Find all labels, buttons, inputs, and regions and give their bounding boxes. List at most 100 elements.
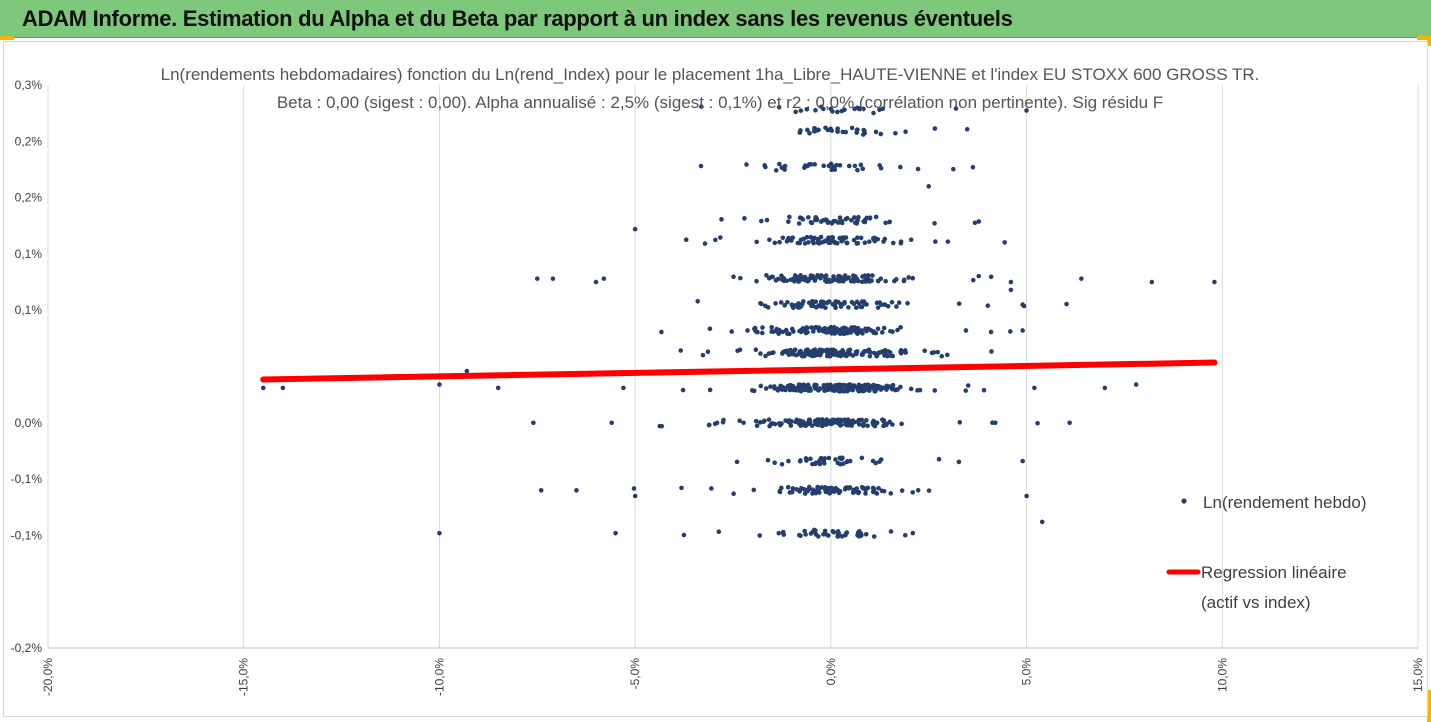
data-point <box>738 275 743 281</box>
data-point <box>698 163 704 169</box>
data-point <box>776 386 782 392</box>
corner-accent-left <box>0 36 14 40</box>
data-point <box>989 349 994 354</box>
data-point <box>601 276 607 281</box>
data-point <box>777 239 782 245</box>
data-point <box>718 235 723 240</box>
data-point <box>855 127 860 132</box>
data-point <box>976 273 982 279</box>
data-point <box>873 214 879 220</box>
data-point <box>866 388 872 393</box>
data-point <box>839 220 845 226</box>
data-point <box>731 274 736 280</box>
data-point <box>805 127 810 133</box>
data-point <box>260 385 266 391</box>
data-point <box>840 348 845 353</box>
data-point <box>804 348 809 353</box>
data-point <box>780 530 786 536</box>
corner-accent-bottom-right <box>1427 690 1431 722</box>
data-point <box>844 353 849 359</box>
data-point <box>631 486 637 491</box>
data-point <box>801 299 806 304</box>
data-point <box>898 349 903 355</box>
data-point <box>843 485 849 491</box>
data-point <box>860 166 866 172</box>
data-point <box>953 106 959 111</box>
data-point <box>875 236 881 242</box>
data-point <box>796 532 802 538</box>
data-point <box>835 129 840 135</box>
data-point <box>813 532 819 537</box>
data-point <box>851 279 857 284</box>
data-point <box>789 326 795 332</box>
data-point <box>839 534 845 539</box>
data-point <box>823 217 828 223</box>
data-point <box>910 530 916 536</box>
data-point <box>1020 328 1025 333</box>
x-tick-label: -15,0% <box>237 658 251 696</box>
data-point <box>835 420 841 426</box>
data-point <box>852 163 858 169</box>
data-point <box>766 417 772 422</box>
data-point <box>778 300 784 305</box>
data-point <box>821 461 827 466</box>
data-point <box>875 305 881 310</box>
data-point <box>844 530 850 535</box>
data-point <box>793 275 799 281</box>
data-point <box>858 388 863 394</box>
data-point <box>851 273 856 278</box>
data-point <box>807 420 813 425</box>
data-point <box>802 165 807 171</box>
data-point <box>896 300 902 305</box>
data-point <box>789 238 794 243</box>
y-tick-label: 0,2% <box>15 134 43 148</box>
data-point <box>817 352 822 357</box>
data-point <box>837 215 843 220</box>
data-point <box>817 461 823 467</box>
data-point <box>865 423 870 429</box>
legend-label-line: Regression linéaire <box>1201 563 1347 582</box>
data-point <box>830 109 835 114</box>
data-point <box>822 485 828 490</box>
data-point <box>1024 493 1029 499</box>
data-point <box>797 489 802 494</box>
legend-marker-points <box>1181 498 1187 504</box>
data-point <box>818 455 824 461</box>
data-point <box>963 388 969 393</box>
data-point <box>867 353 873 359</box>
data-point <box>915 487 921 493</box>
data-point <box>887 219 893 225</box>
data-point <box>902 532 908 538</box>
data-point <box>836 530 842 536</box>
data-point <box>825 347 830 353</box>
data-point <box>889 386 895 392</box>
chart-title: Ln(rendements hebdomadaires) fonction du… <box>161 65 1260 84</box>
data-point <box>786 458 791 464</box>
data-point <box>790 486 796 491</box>
data-point <box>871 418 876 424</box>
data-point <box>858 162 864 168</box>
data-point <box>752 328 758 333</box>
regression-layer <box>260 359 1218 383</box>
data-point <box>881 239 886 244</box>
data-point <box>972 220 978 226</box>
data-point <box>741 420 746 426</box>
data-point <box>881 488 887 494</box>
data-point <box>772 421 778 427</box>
data-point <box>803 423 809 429</box>
data-point <box>831 276 836 282</box>
data-point <box>970 165 976 170</box>
data-point <box>888 328 893 334</box>
data-point <box>749 388 755 393</box>
data-point <box>985 303 991 308</box>
data-point <box>882 302 887 307</box>
data-point <box>844 215 850 221</box>
data-point <box>678 348 684 353</box>
data-point <box>827 353 833 359</box>
data-point <box>922 348 927 354</box>
data-point <box>857 106 862 112</box>
data-point <box>877 163 883 168</box>
data-point <box>550 276 556 281</box>
regression-line <box>260 359 1218 383</box>
data-point <box>786 219 791 225</box>
